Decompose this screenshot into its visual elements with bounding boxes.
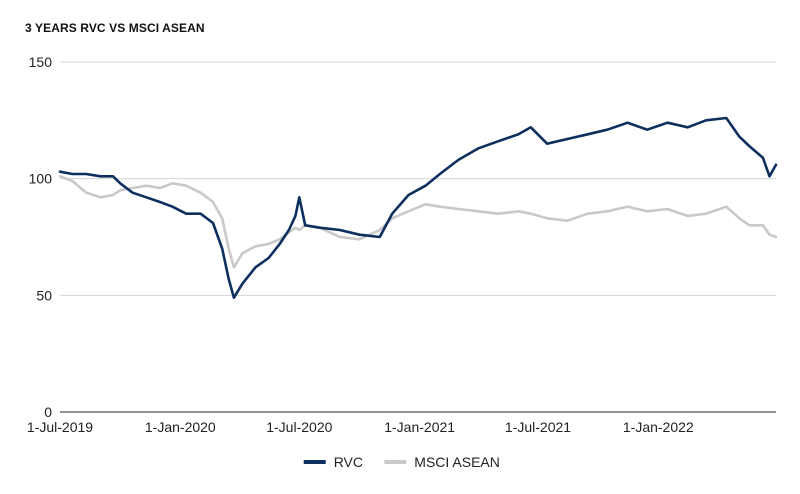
legend: RVC MSCI ASEAN — [303, 454, 500, 470]
x-tick-label: 1-Jul-2019 — [27, 419, 93, 435]
chart-title: 3 YEARS RVC VS MSCI ASEAN — [25, 21, 205, 35]
legend-label-rvc: RVC — [334, 454, 363, 470]
y-tick-label: 0 — [44, 404, 52, 420]
y-tick-label: 50 — [36, 287, 52, 303]
legend-label-msci-asean: MSCI ASEAN — [414, 454, 500, 470]
series-lines — [58, 116, 778, 299]
x-tick-label: 1-Jan-2020 — [145, 419, 216, 435]
y-tick-label: 150 — [29, 54, 53, 70]
x-tick-label: 1-Jul-2021 — [505, 419, 571, 435]
series-line-msci-asean — [58, 175, 778, 269]
x-tick-label: 1-Jul-2020 — [266, 419, 332, 435]
x-tick-label: 1-Jan-2021 — [384, 419, 455, 435]
axes: 0 50 100 150 1-Jul-2019 1-Jan-2020 1-Jul-2020 1… — [27, 54, 694, 435]
gridlines — [60, 61, 776, 413]
y-tick-label: 100 — [29, 171, 53, 187]
series-line-rvc — [58, 116, 778, 299]
x-tick-label: 1-Jan-2022 — [623, 419, 694, 435]
